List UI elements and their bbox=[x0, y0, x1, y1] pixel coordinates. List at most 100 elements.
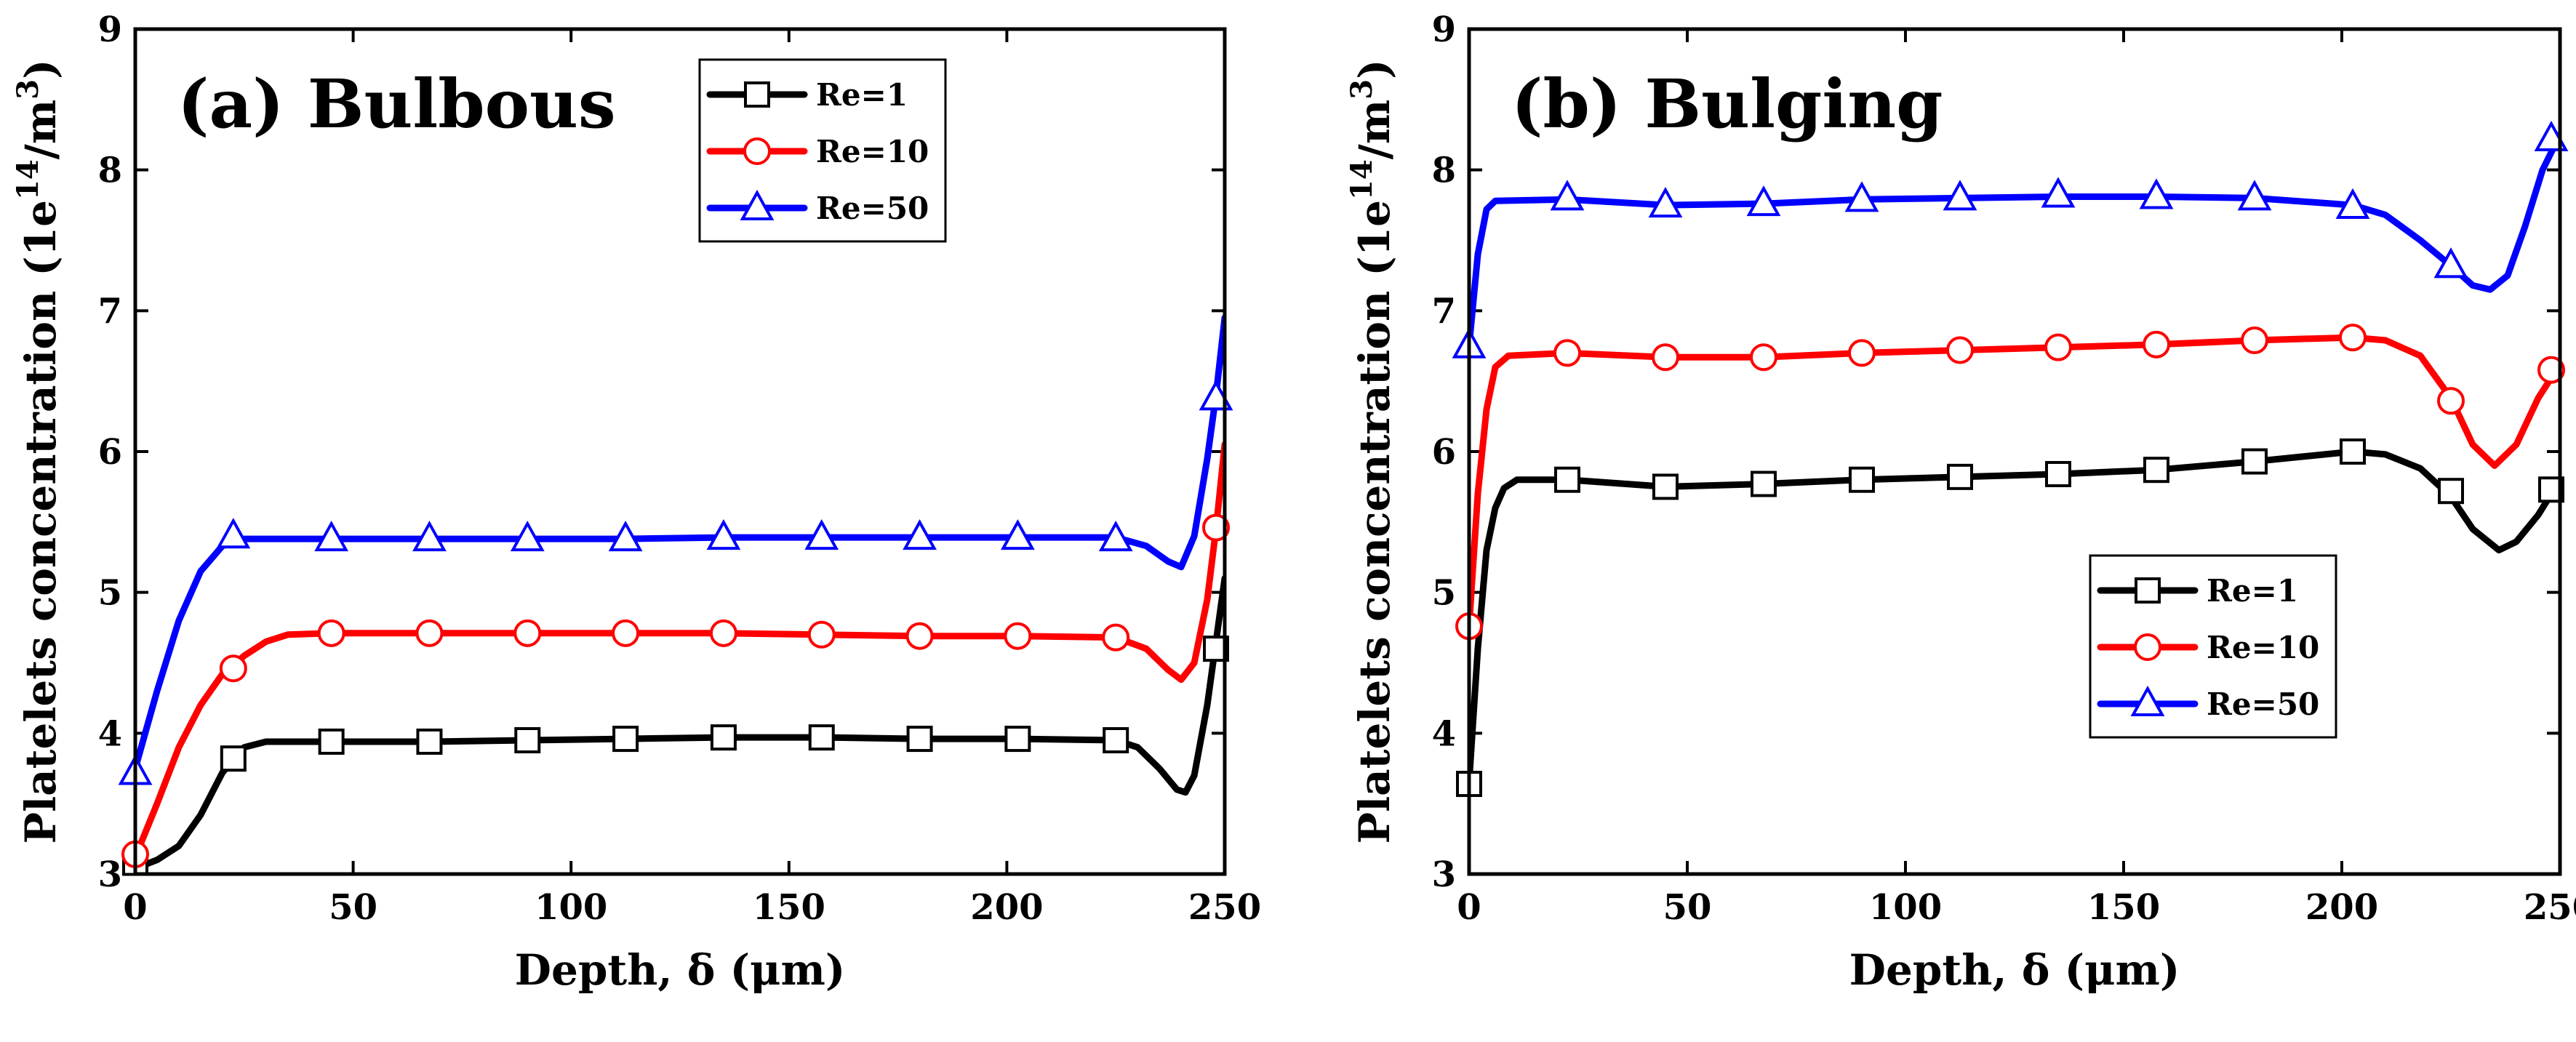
data-point-triangle bbox=[1746, 185, 1781, 217]
y-axis-label: Platelets concentration (1e14/m3) bbox=[1345, 59, 1399, 843]
panel-label: (a) Bulbous bbox=[177, 65, 616, 143]
y-tick-label: 5 bbox=[1432, 573, 1456, 614]
data-point-circle bbox=[2537, 356, 2565, 384]
data-point-square bbox=[1751, 470, 1777, 497]
data-point-circle bbox=[317, 619, 345, 647]
legend-label: Re=50 bbox=[816, 191, 929, 226]
data-point-square bbox=[514, 727, 541, 754]
data-point-circle bbox=[2339, 324, 2367, 352]
data-point-square bbox=[808, 724, 835, 751]
data-point-circle bbox=[415, 619, 444, 647]
y-tick-label: 5 bbox=[98, 573, 122, 614]
y-tick-label: 9 bbox=[1432, 9, 1456, 50]
legend: Re=1 Re=10 Re=50 bbox=[698, 58, 947, 243]
data-point-triangle bbox=[216, 518, 251, 549]
data-point-circle bbox=[1102, 623, 1130, 652]
data-point-square bbox=[1849, 466, 1875, 493]
data-point-triangle bbox=[314, 520, 349, 552]
legend-label: Re=10 bbox=[2207, 630, 2319, 665]
data-point-circle bbox=[2241, 326, 2268, 355]
x-tick-label: 50 bbox=[1663, 887, 1712, 928]
legend-marker-triangle bbox=[740, 189, 775, 220]
legend-label: Re=1 bbox=[2207, 573, 2298, 609]
data-point-circle bbox=[612, 619, 640, 647]
data-point-circle bbox=[1946, 336, 1974, 364]
data-point-triangle bbox=[1844, 181, 1879, 212]
data-point-triangle bbox=[2335, 188, 2370, 220]
x-tick-label: 50 bbox=[329, 887, 377, 928]
y-tick-label: 7 bbox=[1432, 291, 1456, 332]
data-point-triangle bbox=[2139, 178, 2174, 209]
data-point-circle bbox=[1553, 339, 1581, 367]
data-point-circle bbox=[1750, 343, 1777, 372]
data-point-triangle bbox=[804, 519, 839, 550]
plot-frame bbox=[1467, 27, 2562, 876]
data-point-circle bbox=[709, 619, 737, 647]
legend-marker-circle bbox=[2134, 633, 2161, 661]
data-point-triangle bbox=[1098, 520, 1133, 552]
y-tick-label: 3 bbox=[98, 854, 122, 895]
data-point-triangle bbox=[1943, 180, 1977, 211]
data-point-square bbox=[318, 728, 345, 755]
x-axis-label: Depth, δ (μm) bbox=[1849, 945, 2180, 995]
data-point-square bbox=[416, 728, 443, 755]
x-tick-label: 150 bbox=[2087, 887, 2160, 928]
data-point-square bbox=[2045, 460, 2071, 487]
data-point-circle bbox=[2143, 330, 2170, 358]
data-point-circle bbox=[219, 654, 247, 683]
legend-label: Re=1 bbox=[816, 77, 908, 113]
data-point-circle bbox=[513, 619, 542, 647]
legend-label: Re=10 bbox=[816, 134, 929, 169]
legend-label: Re=50 bbox=[2207, 686, 2319, 722]
data-point-triangle bbox=[2041, 177, 2076, 208]
series-line-square bbox=[1469, 448, 2560, 786]
chart-panel-1: 0 50 100 150 200 250 3 4 5 6 7 8 9 (a) Bulbous Depth, … bbox=[11, 9, 1261, 995]
data-point-square bbox=[906, 726, 933, 753]
x-tick-label: 150 bbox=[753, 887, 825, 928]
data-point-square bbox=[1004, 726, 1031, 753]
x-tick-label: 250 bbox=[1188, 887, 1261, 928]
data-point-square bbox=[1652, 473, 1679, 500]
data-point-circle bbox=[1652, 343, 1679, 372]
data-point-square bbox=[2438, 478, 2464, 505]
data-point-triangle bbox=[608, 520, 643, 552]
data-point-triangle bbox=[2433, 247, 2468, 278]
x-axis-label: Depth, δ (μm) bbox=[515, 945, 846, 995]
series-line-triangle bbox=[135, 314, 1225, 772]
data-point-square bbox=[220, 745, 247, 772]
y-tick-label: 3 bbox=[1432, 854, 1456, 895]
x-tick-label: 0 bbox=[1457, 887, 1481, 928]
data-point-square bbox=[612, 726, 639, 753]
y-tick-label: 6 bbox=[1432, 432, 1456, 473]
data-point-square bbox=[1554, 466, 1580, 493]
y-tick-label: 8 bbox=[98, 151, 122, 191]
data-point-square bbox=[2340, 438, 2366, 465]
data-point-square bbox=[710, 724, 737, 751]
series-line-circle bbox=[135, 441, 1225, 861]
x-tick-label: 100 bbox=[1869, 887, 1942, 928]
data-point-circle bbox=[905, 622, 934, 650]
y-axis-label: Platelets concentration (1e14/m3) bbox=[11, 59, 65, 843]
y-tick-label: 8 bbox=[1432, 151, 1456, 191]
data-point-circle bbox=[2437, 387, 2465, 415]
data-point-triangle bbox=[412, 520, 447, 552]
y-tick-label: 9 bbox=[98, 9, 122, 50]
data-point-triangle bbox=[1648, 186, 1683, 218]
y-tick-label: 6 bbox=[98, 432, 122, 473]
x-tick-label: 200 bbox=[970, 887, 1043, 928]
legend-marker-circle bbox=[743, 137, 771, 165]
data-point-square bbox=[1103, 727, 1129, 754]
data-point-triangle bbox=[903, 519, 937, 550]
legend: Re=1 Re=10 Re=50 bbox=[2089, 554, 2337, 739]
data-point-triangle bbox=[1000, 519, 1035, 550]
legend-marker-triangle bbox=[2130, 685, 2165, 716]
data-point-circle bbox=[807, 620, 836, 649]
legend-marker-square bbox=[2135, 577, 2161, 604]
data-point-triangle bbox=[510, 520, 545, 552]
data-point-triangle bbox=[1550, 180, 1585, 211]
data-point-triangle bbox=[2237, 180, 2272, 211]
data-point-circle bbox=[1848, 339, 1876, 367]
data-point-triangle bbox=[706, 519, 741, 550]
data-point-circle bbox=[1004, 622, 1032, 650]
